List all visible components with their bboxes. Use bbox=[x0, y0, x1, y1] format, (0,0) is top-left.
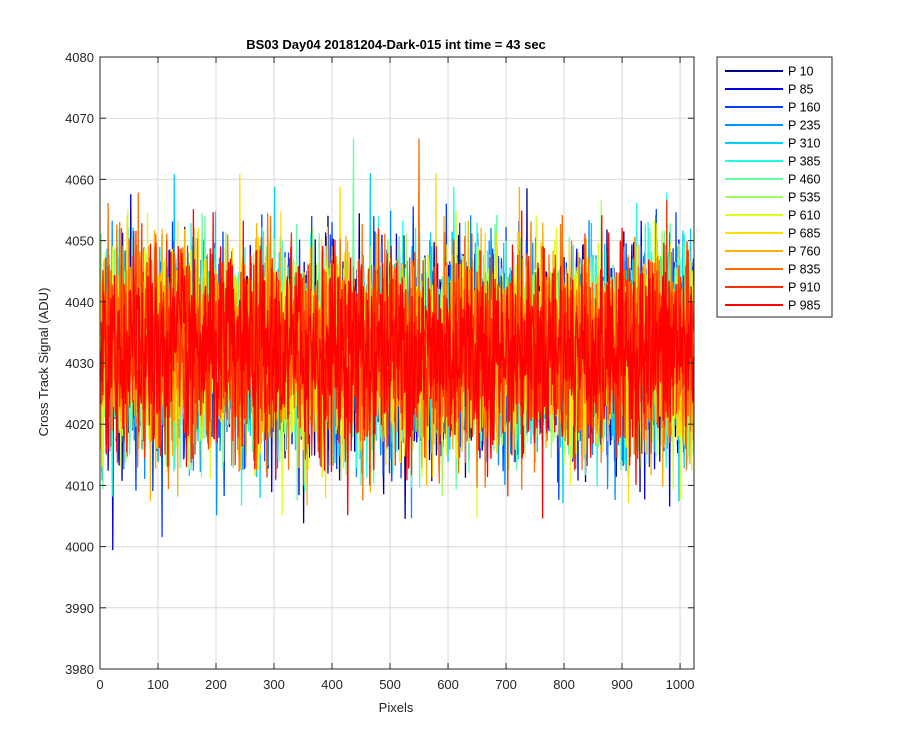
plot-area: 0 100 200 300 400 500 600 700 800 900 1000 3980 3990… bbox=[65, 50, 694, 692]
legend-label: P 985 bbox=[788, 299, 820, 313]
y-tick-label: 4060 bbox=[65, 172, 94, 187]
legend-label: P 310 bbox=[788, 137, 820, 151]
series-line-p-985 bbox=[100, 209, 694, 519]
legend-label: P 685 bbox=[788, 227, 820, 241]
x-tick-label: 0 bbox=[96, 677, 103, 692]
x-tick-label: 200 bbox=[205, 677, 227, 692]
legend-label: P 10 bbox=[788, 65, 814, 79]
legend-entry: P 610 bbox=[725, 209, 820, 223]
legend-entry: P 460 bbox=[725, 173, 820, 187]
x-tick-label: 1000 bbox=[666, 677, 695, 692]
legend-entry: P 760 bbox=[725, 245, 820, 259]
x-tick-label: 400 bbox=[321, 677, 343, 692]
legend-label: P 535 bbox=[788, 191, 820, 205]
y-tick-label: 4030 bbox=[65, 356, 94, 371]
x-tick-label: 800 bbox=[553, 677, 575, 692]
x-tick-label: 300 bbox=[263, 677, 285, 692]
legend-entry: P 160 bbox=[725, 101, 820, 115]
legend-label: P 610 bbox=[788, 209, 820, 223]
legend-entry: P 535 bbox=[725, 191, 820, 205]
x-tick-label: 100 bbox=[147, 677, 169, 692]
y-tick-label: 3990 bbox=[65, 601, 94, 616]
legend-entry: P 385 bbox=[725, 155, 820, 169]
legend-label: P 235 bbox=[788, 119, 820, 133]
y-tick-label: 4070 bbox=[65, 111, 94, 126]
legend: P 10 P 85 P 160 P 235 P 310 P 385 P 460 P 535 P … bbox=[716, 56, 833, 318]
y-tick-label: 3980 bbox=[65, 662, 94, 677]
y-tick-label: 4050 bbox=[65, 234, 94, 249]
legend-label: P 460 bbox=[788, 173, 820, 187]
legend-label: P 85 bbox=[788, 83, 814, 97]
legend-entry: P 310 bbox=[725, 137, 820, 151]
x-axis-label: Pixels bbox=[379, 700, 414, 715]
legend-label: P 160 bbox=[788, 101, 820, 115]
y-tick-label: 4000 bbox=[65, 540, 94, 555]
legend-entry: P 910 bbox=[725, 281, 820, 295]
x-tick-label: 600 bbox=[437, 677, 459, 692]
legend-label: P 760 bbox=[788, 245, 820, 259]
legend-entry: P 985 bbox=[725, 299, 820, 313]
series-lines bbox=[100, 138, 694, 551]
y-tick-label: 4080 bbox=[65, 50, 94, 65]
y-tick-label: 4010 bbox=[65, 478, 94, 493]
legend-entry: P 85 bbox=[725, 83, 814, 97]
legend-label: P 385 bbox=[788, 155, 820, 169]
y-tick-label: 4020 bbox=[65, 417, 94, 432]
ticks: 0 100 200 300 400 500 600 700 800 900 1000 3980 3990… bbox=[65, 50, 694, 692]
x-tick-label: 900 bbox=[611, 677, 633, 692]
legend-entry: P 10 bbox=[725, 65, 814, 79]
chart-title: BS03 Day04 20181204-Dark-015 int time = … bbox=[246, 37, 546, 52]
x-tick-label: 700 bbox=[495, 677, 517, 692]
legend-entry: P 235 bbox=[725, 119, 820, 133]
legend-label: P 910 bbox=[788, 281, 820, 295]
x-tick-label: 500 bbox=[379, 677, 401, 692]
y-tick-label: 4040 bbox=[65, 295, 94, 310]
y-axis-label: Cross Track Signal (ADU) bbox=[36, 288, 51, 437]
legend-label: P 835 bbox=[788, 263, 820, 277]
legend-entry: P 685 bbox=[725, 227, 820, 241]
legend-entry: P 835 bbox=[725, 263, 820, 277]
legend-box bbox=[716, 56, 833, 318]
